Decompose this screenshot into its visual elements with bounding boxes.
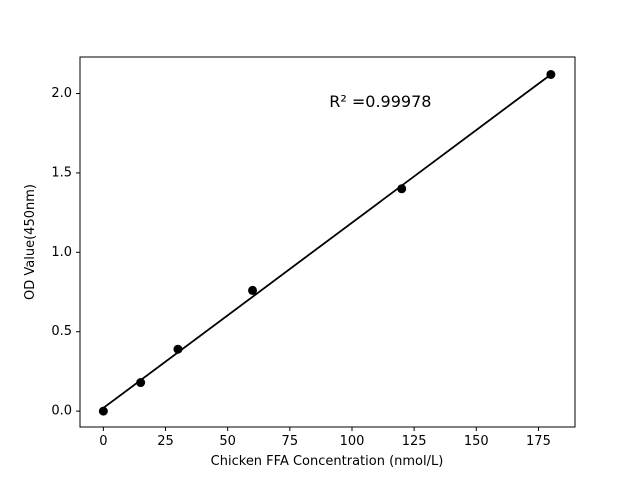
r-squared-annotation: R² =0.99978 [329,92,431,111]
fit-line [102,73,552,409]
data-point [136,378,146,388]
x-tick-label: 75 [282,434,299,449]
y-tick-label: 1.5 [51,165,72,180]
data-point [98,406,108,416]
data-point [397,184,407,194]
x-tick-label: 100 [340,434,365,449]
x-tick-label: 0 [99,434,107,449]
plot-area: 0 25 50 75 100 125 150 175 0.0 0.5 1.0 1.5 2.0 [51,56,576,449]
data-point [173,344,183,354]
x-axis-label: Chicken FFA Concentration (nmol/L) [211,454,444,469]
plot-border [79,56,576,428]
x-tick-label: 125 [402,434,427,449]
y-axis-label: OD Value(450nm) [23,184,38,300]
x-tick-label: 175 [526,434,551,449]
data-point [248,285,258,295]
x-tick-label: 25 [157,434,174,449]
x-tick-label: 150 [464,434,489,449]
y-tick-label: 0.0 [51,404,72,419]
y-tick-label: 1.0 [51,245,72,260]
y-tick-label: 0.5 [51,324,72,339]
y-tick-label: 2.0 [51,86,72,101]
x-tick-label: 50 [219,434,236,449]
data-point [546,69,556,79]
